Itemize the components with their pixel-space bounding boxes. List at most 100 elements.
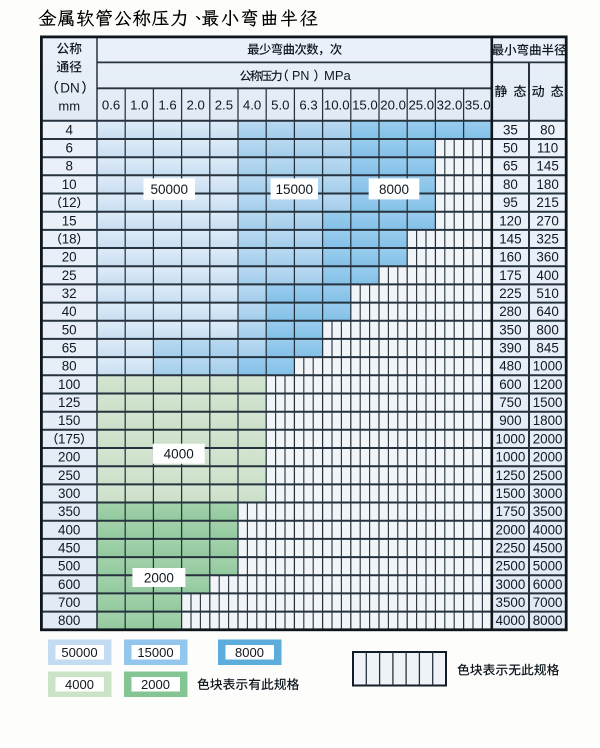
svg-text:200: 200: [58, 450, 80, 465]
svg-text:80: 80: [540, 122, 555, 137]
svg-text:800: 800: [536, 322, 558, 337]
svg-text:700: 700: [58, 595, 80, 610]
svg-text:1000: 1000: [533, 359, 563, 374]
svg-text:350: 350: [58, 504, 80, 519]
svg-text:15000: 15000: [276, 182, 314, 197]
svg-text:360: 360: [536, 250, 558, 265]
svg-text:225: 225: [499, 286, 521, 301]
svg-text:175: 175: [58, 431, 80, 446]
svg-text:3500: 3500: [496, 595, 526, 610]
svg-text:25: 25: [62, 268, 77, 283]
svg-text:80: 80: [503, 177, 518, 192]
svg-text:1200: 1200: [533, 377, 563, 392]
svg-text:1.0: 1.0: [130, 98, 148, 113]
svg-text:4000: 4000: [65, 677, 94, 692]
svg-text:640: 640: [536, 304, 558, 319]
svg-text:750: 750: [499, 395, 521, 410]
svg-text:1.6: 1.6: [158, 98, 176, 113]
svg-text:2.0: 2.0: [187, 98, 205, 113]
svg-text:145: 145: [536, 159, 558, 174]
svg-text:270: 270: [536, 213, 558, 228]
svg-text:2500: 2500: [496, 559, 526, 574]
svg-text:6: 6: [65, 141, 72, 156]
svg-text:PN: PN: [292, 69, 309, 83]
svg-text:1800: 1800: [533, 413, 563, 428]
svg-text:180: 180: [536, 177, 558, 192]
svg-text:215: 215: [536, 195, 558, 210]
svg-text:160: 160: [499, 250, 521, 265]
svg-text:2500: 2500: [533, 468, 563, 483]
svg-text:80: 80: [62, 359, 77, 374]
svg-text:4000: 4000: [533, 522, 563, 537]
svg-text:15: 15: [62, 213, 77, 228]
svg-text:1500: 1500: [533, 395, 563, 410]
svg-text:2000: 2000: [533, 450, 563, 465]
svg-text:mm: mm: [58, 99, 80, 114]
svg-text:175: 175: [499, 268, 521, 283]
svg-text:8: 8: [65, 159, 72, 174]
svg-text:2.5: 2.5: [215, 98, 233, 113]
svg-text:2000: 2000: [144, 571, 174, 586]
svg-text:10.0: 10.0: [324, 98, 350, 113]
svg-text:400: 400: [58, 522, 80, 537]
svg-text:15000: 15000: [137, 645, 173, 660]
svg-text:1000: 1000: [496, 431, 526, 446]
svg-text:4000: 4000: [164, 447, 194, 462]
svg-text:280: 280: [499, 304, 521, 319]
svg-text:1750: 1750: [496, 504, 526, 519]
svg-text:8000: 8000: [379, 182, 409, 197]
svg-text:6.3: 6.3: [299, 98, 317, 113]
svg-text:480: 480: [499, 359, 521, 374]
svg-text:350: 350: [499, 322, 521, 337]
svg-text:32.0: 32.0: [437, 98, 463, 113]
svg-text:1000: 1000: [496, 450, 526, 465]
svg-text:900: 900: [499, 413, 521, 428]
svg-text:50000: 50000: [61, 645, 97, 660]
svg-text:4000: 4000: [496, 613, 526, 628]
svg-text:50: 50: [62, 322, 77, 337]
svg-text:50: 50: [503, 141, 518, 156]
svg-text:65: 65: [62, 341, 77, 356]
svg-text:3000: 3000: [496, 577, 526, 592]
svg-text:2250: 2250: [496, 541, 526, 556]
svg-text:15.0: 15.0: [352, 98, 378, 113]
svg-text:450: 450: [58, 541, 80, 556]
svg-text:4: 4: [65, 122, 73, 137]
svg-text:10: 10: [62, 177, 77, 192]
svg-text:DN: DN: [60, 81, 80, 96]
svg-text:120: 120: [499, 213, 521, 228]
svg-text:325: 325: [536, 232, 558, 247]
svg-text:845: 845: [536, 341, 558, 356]
svg-text:400: 400: [536, 268, 558, 283]
svg-text:20.0: 20.0: [380, 98, 406, 113]
svg-text:2000: 2000: [496, 522, 526, 537]
svg-text:35: 35: [503, 122, 518, 137]
svg-text:390: 390: [499, 341, 521, 356]
svg-text:20: 20: [62, 250, 77, 265]
svg-text:110: 110: [537, 141, 558, 156]
svg-text:3500: 3500: [533, 504, 563, 519]
svg-text:MPa: MPa: [324, 68, 352, 83]
svg-text:1500: 1500: [496, 486, 526, 501]
svg-text:40: 40: [62, 304, 77, 319]
svg-text:500: 500: [58, 559, 80, 574]
svg-text:800: 800: [58, 613, 80, 628]
svg-text:250: 250: [58, 468, 80, 483]
svg-text:18: 18: [62, 232, 77, 247]
svg-text:8000: 8000: [235, 645, 264, 660]
svg-text:32: 32: [62, 286, 77, 301]
svg-text:300: 300: [58, 486, 80, 501]
svg-text:0.6: 0.6: [102, 98, 120, 113]
svg-text:4500: 4500: [533, 541, 563, 556]
svg-text:8000: 8000: [533, 613, 563, 628]
svg-text:65: 65: [503, 159, 518, 174]
svg-text:7000: 7000: [533, 595, 563, 610]
svg-text:2000: 2000: [141, 677, 170, 692]
svg-text:145: 145: [499, 232, 521, 247]
svg-text:150: 150: [58, 413, 80, 428]
svg-text:35.0: 35.0: [465, 98, 491, 113]
svg-text:600: 600: [499, 377, 521, 392]
svg-text:12: 12: [62, 195, 77, 210]
svg-text:600: 600: [58, 577, 80, 592]
svg-text:6000: 6000: [533, 577, 563, 592]
